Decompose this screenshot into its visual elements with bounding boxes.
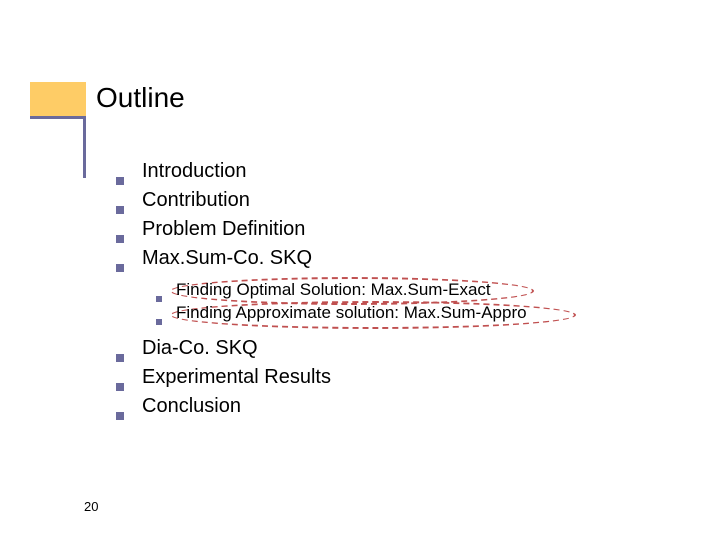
sub-bullet-item: Finding Optimal Solution: Max.Sum-Exact — [156, 280, 676, 300]
bullet-item: Introduction — [116, 160, 676, 183]
bullet-square-small-icon — [156, 296, 162, 302]
bullet-item: Contribution — [116, 189, 676, 212]
title-accent-bar-horizontal — [30, 116, 86, 119]
bullet-item: Experimental Results — [116, 366, 676, 389]
bullet-item: Problem Definition — [116, 218, 676, 241]
bullet-text: Max.Sum-Co. SKQ — [142, 247, 312, 270]
sub-bullet-list: Finding Optimal Solution: Max.Sum-Exact … — [156, 280, 676, 323]
sub-bullet-text: Finding Approximate solution: Max.Sum-Ap… — [176, 303, 527, 323]
bullet-square-icon — [116, 264, 124, 272]
bullet-text: Contribution — [142, 189, 250, 212]
bullet-text: Dia-Co. SKQ — [142, 337, 258, 360]
bullet-item: Max.Sum-Co. SKQ — [116, 247, 676, 270]
sub-bullet-item: Finding Approximate solution: Max.Sum-Ap… — [156, 303, 676, 323]
title-accent-block — [30, 82, 86, 116]
title-accent-bar-vertical — [83, 116, 86, 178]
bullet-square-icon — [116, 412, 124, 420]
bullet-square-icon — [116, 206, 124, 214]
bullet-square-icon — [116, 354, 124, 362]
bullet-square-icon — [116, 235, 124, 243]
slide-content: Introduction Contribution Problem Defini… — [116, 160, 676, 424]
bullet-item: Conclusion — [116, 395, 676, 418]
sub-bullet-text: Finding Optimal Solution: Max.Sum-Exact — [176, 280, 491, 300]
bullet-text: Problem Definition — [142, 218, 305, 241]
slide-title: Outline — [96, 82, 185, 114]
page-number: 20 — [84, 499, 98, 514]
bullet-item: Dia-Co. SKQ — [116, 337, 676, 360]
bullet-text: Introduction — [142, 160, 247, 183]
bullet-square-small-icon — [156, 319, 162, 325]
bullet-square-icon — [116, 177, 124, 185]
bullet-text: Experimental Results — [142, 366, 331, 389]
bullet-square-icon — [116, 383, 124, 391]
bullet-text: Conclusion — [142, 395, 241, 418]
